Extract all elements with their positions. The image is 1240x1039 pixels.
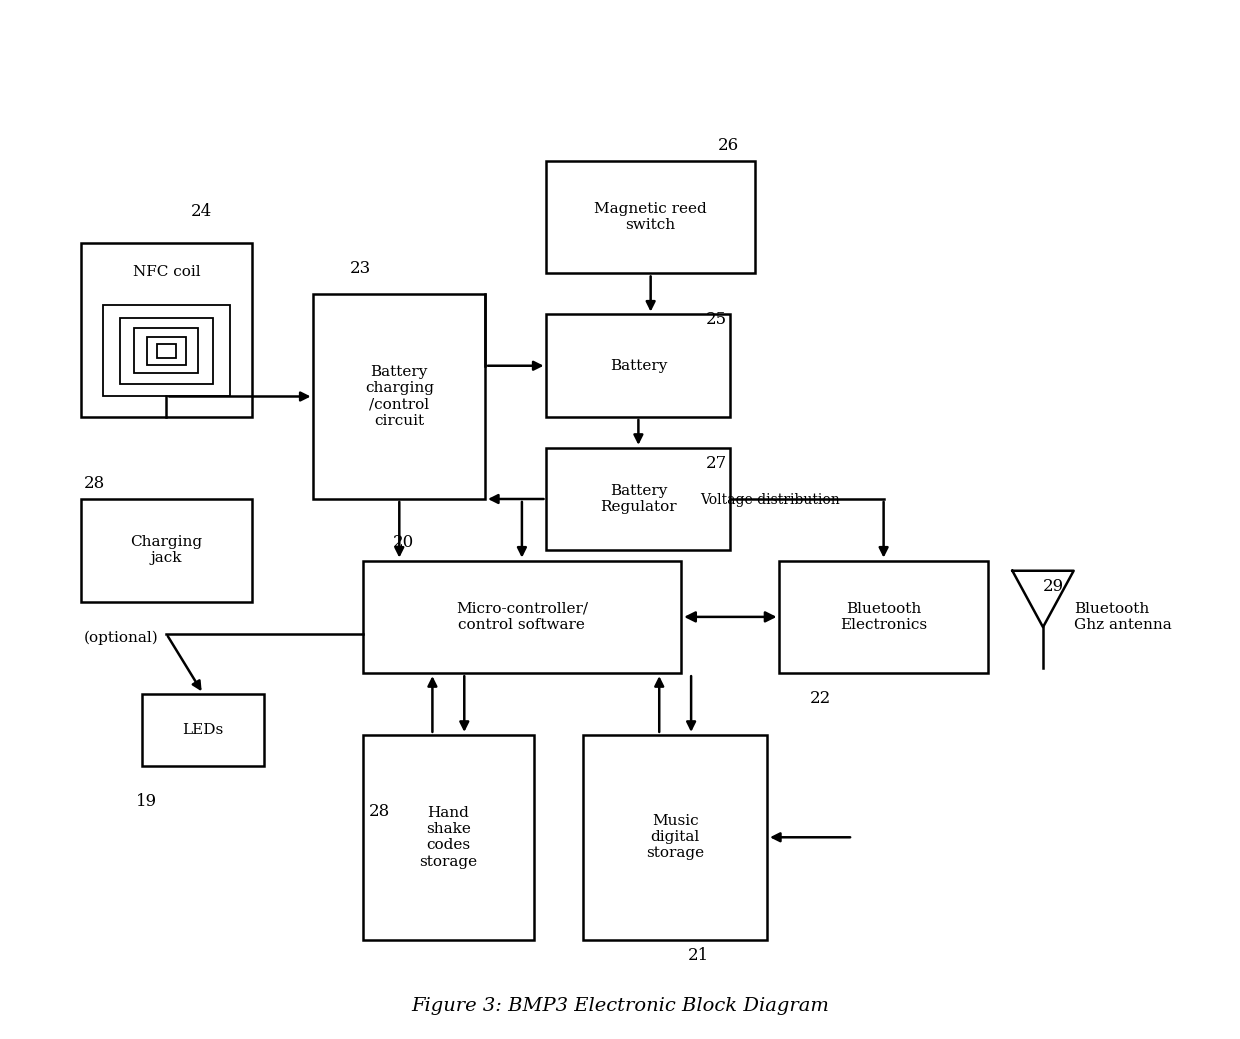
FancyBboxPatch shape bbox=[103, 305, 231, 396]
Text: 22: 22 bbox=[810, 690, 831, 708]
Text: Battery: Battery bbox=[610, 358, 667, 373]
Text: 19: 19 bbox=[135, 793, 156, 810]
Text: Bluetooth
Electronics: Bluetooth Electronics bbox=[839, 602, 928, 632]
Text: 28: 28 bbox=[368, 803, 389, 820]
FancyBboxPatch shape bbox=[547, 448, 730, 551]
FancyBboxPatch shape bbox=[134, 328, 198, 373]
Text: 20: 20 bbox=[393, 534, 414, 551]
Text: 21: 21 bbox=[687, 947, 709, 963]
FancyBboxPatch shape bbox=[141, 694, 264, 766]
Polygon shape bbox=[1012, 570, 1074, 628]
Text: Micro-controller/
control software: Micro-controller/ control software bbox=[456, 602, 588, 632]
FancyBboxPatch shape bbox=[156, 344, 176, 357]
FancyBboxPatch shape bbox=[780, 560, 988, 673]
FancyBboxPatch shape bbox=[583, 735, 768, 940]
Text: LEDs: LEDs bbox=[182, 723, 223, 737]
Text: Battery
Regulator: Battery Regulator bbox=[600, 484, 677, 514]
FancyBboxPatch shape bbox=[547, 315, 730, 417]
Text: 26: 26 bbox=[718, 137, 739, 154]
Text: Hand
shake
codes
storage: Hand shake codes storage bbox=[419, 806, 477, 869]
Text: NFC coil: NFC coil bbox=[133, 265, 200, 279]
Text: (optional): (optional) bbox=[84, 631, 159, 644]
Text: Figure 3: BMP3 Electronic Block Diagram: Figure 3: BMP3 Electronic Block Diagram bbox=[412, 997, 828, 1015]
Text: Battery
charging
/control
circuit: Battery charging /control circuit bbox=[365, 365, 434, 428]
FancyBboxPatch shape bbox=[314, 294, 485, 499]
Text: Magnetic reed
switch: Magnetic reed switch bbox=[594, 202, 707, 232]
Text: Voltage distribution: Voltage distribution bbox=[699, 494, 839, 507]
FancyBboxPatch shape bbox=[120, 318, 213, 383]
Text: 23: 23 bbox=[350, 260, 372, 276]
Text: Bluetooth
Ghz antenna: Bluetooth Ghz antenna bbox=[1074, 602, 1172, 632]
Text: 24: 24 bbox=[191, 204, 212, 220]
FancyBboxPatch shape bbox=[81, 243, 252, 417]
FancyBboxPatch shape bbox=[81, 499, 252, 602]
FancyBboxPatch shape bbox=[362, 560, 681, 673]
Text: 29: 29 bbox=[1043, 578, 1064, 594]
FancyBboxPatch shape bbox=[547, 161, 755, 273]
Text: 27: 27 bbox=[706, 455, 727, 472]
Text: Charging
jack: Charging jack bbox=[130, 535, 202, 565]
Text: 25: 25 bbox=[706, 311, 727, 328]
FancyBboxPatch shape bbox=[146, 337, 186, 365]
Text: Music
digital
storage: Music digital storage bbox=[646, 815, 704, 860]
Text: 28: 28 bbox=[84, 475, 105, 492]
FancyBboxPatch shape bbox=[362, 735, 534, 940]
